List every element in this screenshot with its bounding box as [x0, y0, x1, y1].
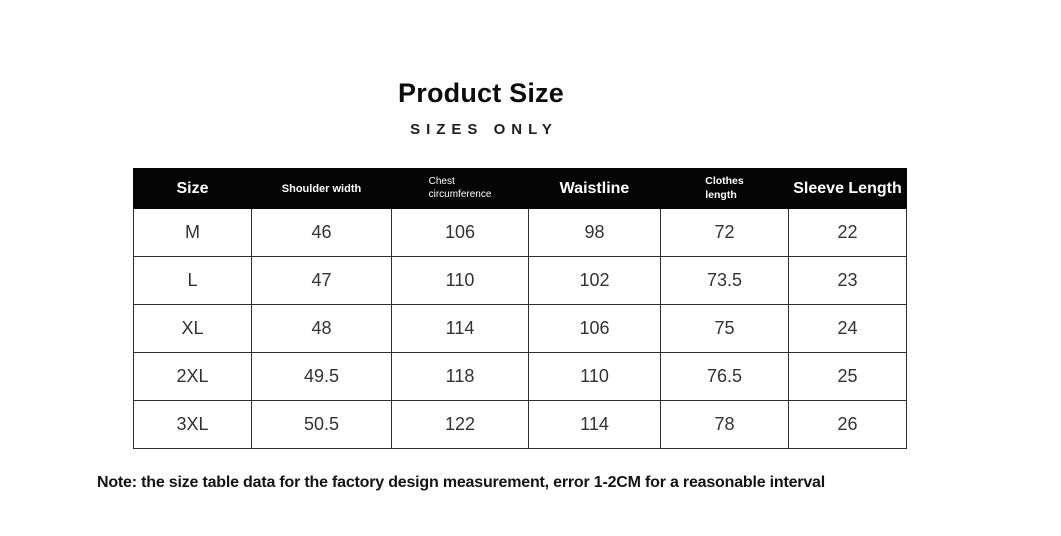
cell-chest-circumference: 114 — [391, 304, 529, 353]
row-label: L — [133, 256, 252, 305]
page-subtitle: SIZES ONLY — [410, 121, 558, 138]
table-row-m: M 46 106 98 72 22 — [133, 208, 907, 257]
table-row-l: L 47 110 102 73.5 23 — [133, 256, 907, 305]
table-header-row: Size Shoulder width Chest circumference … — [133, 168, 907, 209]
cell-chest-circumference: 110 — [391, 256, 529, 305]
cell-clothes-length: 76.5 — [660, 352, 789, 401]
size-table: Size Shoulder width Chest circumference … — [133, 168, 907, 449]
cell-shoulder-width: 46 — [251, 208, 392, 257]
cell-clothes-length: 73.5 — [660, 256, 789, 305]
header-size: Size — [133, 168, 252, 209]
header-waistline: Waistline — [528, 168, 661, 209]
cell-waistline: 98 — [528, 208, 661, 257]
cell-clothes-length: 72 — [660, 208, 789, 257]
cell-waistline: 114 — [528, 400, 661, 449]
cell-sleeve-length: 22 — [788, 208, 907, 257]
header-chest-circumference: Chest circumference — [391, 168, 529, 209]
cell-sleeve-length: 23 — [788, 256, 907, 305]
cell-waistline: 110 — [528, 352, 661, 401]
row-label: 3XL — [133, 400, 252, 449]
row-label: XL — [133, 304, 252, 353]
table-row-3xl: 3XL 50.5 122 114 78 26 — [133, 400, 907, 449]
table-row-2xl: 2XL 49.5 118 110 76.5 25 — [133, 352, 907, 401]
header-chest-circumference-label: Chest circumference — [428, 176, 492, 200]
cell-shoulder-width: 50.5 — [251, 400, 392, 449]
header-sleeve-length: Sleeve Length — [788, 168, 907, 209]
cell-chest-circumference: 118 — [391, 352, 529, 401]
row-label: 2XL — [133, 352, 252, 401]
cell-clothes-length: 78 — [660, 400, 789, 449]
cell-chest-circumference: 106 — [391, 208, 529, 257]
cell-waistline: 102 — [528, 256, 661, 305]
cell-sleeve-length: 25 — [788, 352, 907, 401]
note-text: Note: the size table data for the factor… — [97, 474, 825, 491]
cell-clothes-length: 75 — [660, 304, 789, 353]
cell-shoulder-width: 47 — [251, 256, 392, 305]
cell-shoulder-width: 48 — [251, 304, 392, 353]
cell-sleeve-length: 26 — [788, 400, 907, 449]
cell-waistline: 106 — [528, 304, 661, 353]
table-row-xl: XL 48 114 106 75 24 — [133, 304, 907, 353]
cell-sleeve-length: 24 — [788, 304, 907, 353]
page-title: Product Size — [398, 78, 564, 108]
cell-shoulder-width: 49.5 — [251, 352, 392, 401]
header-clothes-length: Clothes length — [660, 168, 789, 209]
header-shoulder-width: Shoulder width — [251, 168, 392, 209]
cell-chest-circumference: 122 — [391, 400, 529, 449]
row-label: M — [133, 208, 252, 257]
header-clothes-length-label: Clothes length — [705, 175, 744, 201]
